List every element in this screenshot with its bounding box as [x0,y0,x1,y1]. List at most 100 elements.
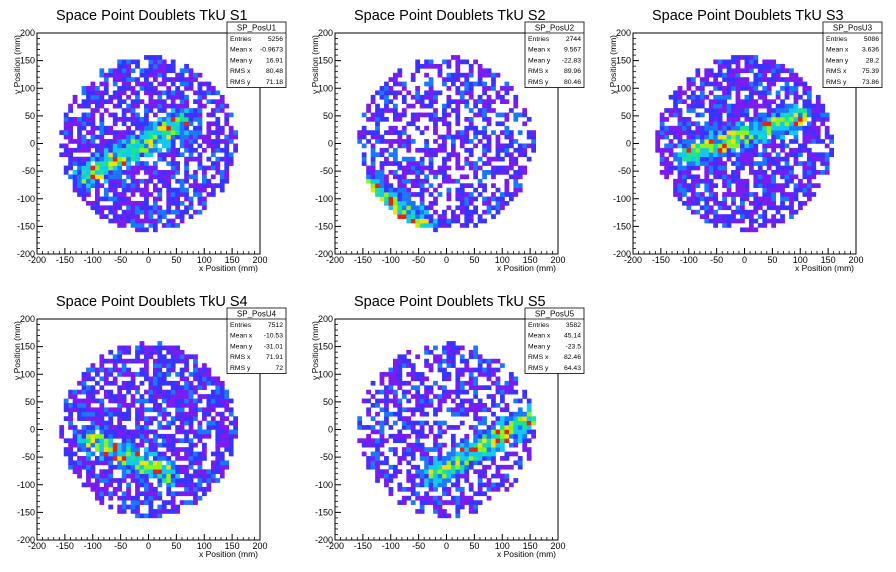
heatmap-cell [90,416,96,421]
heatmap-cell [175,130,181,135]
heatmap-cell [357,416,363,421]
heatmap-cell [802,125,808,131]
heatmap-cell [708,183,714,188]
heatmap-cell [126,469,131,474]
heatmap-cell [72,402,78,408]
heatmap-cell [86,94,91,100]
heatmap-cell [731,178,736,184]
heatmap-cell [789,165,794,171]
heatmap-cell [437,170,443,175]
heatmap-cell [468,183,474,188]
heatmap-cell [433,170,438,175]
heatmap-cell [202,447,207,452]
heatmap-cell [677,130,683,135]
heatmap-cell [726,214,732,219]
heatmap-cell [63,438,69,444]
heatmap-cell [735,99,741,105]
heatmap-cell [139,152,145,158]
heatmap-cell [197,90,203,96]
heatmap-cell [500,433,505,439]
heatmap-cell [419,103,425,109]
heatmap-cell [130,495,136,501]
heatmap-cell [415,438,421,444]
heatmap-cell [531,147,536,153]
heatmap-cell [148,143,154,149]
heatmap-cell [446,491,452,497]
heatmap-cell [699,143,705,149]
heatmap-cell [798,187,803,193]
heatmap-cell [424,482,429,488]
heatmap-cell [682,156,687,162]
heatmap-cell [793,152,799,158]
heatmap-cell [77,442,82,448]
heatmap-cell [468,460,474,466]
heatmap-cell [757,121,763,127]
heatmap-cell [713,121,719,127]
heatmap-cell [184,433,189,439]
heatmap-cell [482,81,487,87]
heatmap-cell [459,486,465,492]
heatmap-cell [397,161,403,166]
heatmap-cell [446,63,452,69]
heatmap-cell [401,500,407,505]
heatmap-cell [99,183,105,188]
heatmap-cell [677,86,683,91]
heatmap-cell [233,420,238,426]
heatmap-cell [197,433,203,439]
heatmap-cell [392,367,398,373]
heatmap-cell [193,139,198,144]
heatmap-cell [433,509,438,514]
heatmap-cell [161,170,167,175]
heatmap-cell [762,112,768,118]
heatmap-cell [419,218,425,224]
heatmap-cell [748,86,754,91]
heatmap-cell [108,174,114,180]
y-tick-label: 50 [25,397,35,407]
heatmap-cell [664,161,669,166]
heatmap-cell [130,469,136,474]
heatmap-cell [771,121,777,127]
heatmap-cell [722,200,727,206]
heatmap-cell [482,116,487,122]
heatmap-cell [455,464,461,470]
stats-label: Entries [528,322,550,329]
heatmap-cell [744,103,750,109]
heatmap-cell [170,112,176,118]
heatmap-cell [726,112,732,118]
heatmap-cell [144,152,149,158]
heatmap-cell [410,420,416,426]
heatmap-cell [77,161,82,166]
heatmap-cell [144,456,149,461]
heatmap-cell [473,460,479,466]
heatmap-cell [72,438,78,444]
heatmap-cell [798,112,803,118]
heatmap-cell [428,223,434,228]
heatmap-cell [148,99,154,105]
heatmap-cell [197,152,203,158]
heatmap-cell [108,469,114,474]
heatmap-cell [139,491,145,497]
heatmap-cell [486,482,492,488]
heatmap-cell [206,473,212,479]
heatmap-cell [495,156,501,162]
heatmap-cell [112,218,118,224]
heatmap-cell [677,161,683,166]
heatmap-cell [789,68,794,74]
heatmap-cell [219,174,225,180]
heatmap-cell [161,354,167,360]
heatmap-cell [126,389,131,395]
heatmap-cell [442,223,447,228]
heatmap-cell [68,411,73,417]
heatmap-cell [228,398,234,404]
heatmap-cell [148,152,154,158]
heatmap-cell [397,81,403,87]
heatmap-cell [179,464,185,470]
heatmap-cell [197,187,203,193]
heatmap-cell [526,134,532,140]
heatmap-cell [157,482,163,488]
heatmap-cell [722,86,727,91]
heatmap-cell [175,478,181,483]
heatmap-cell [121,433,127,439]
heatmap-cell [228,447,234,452]
